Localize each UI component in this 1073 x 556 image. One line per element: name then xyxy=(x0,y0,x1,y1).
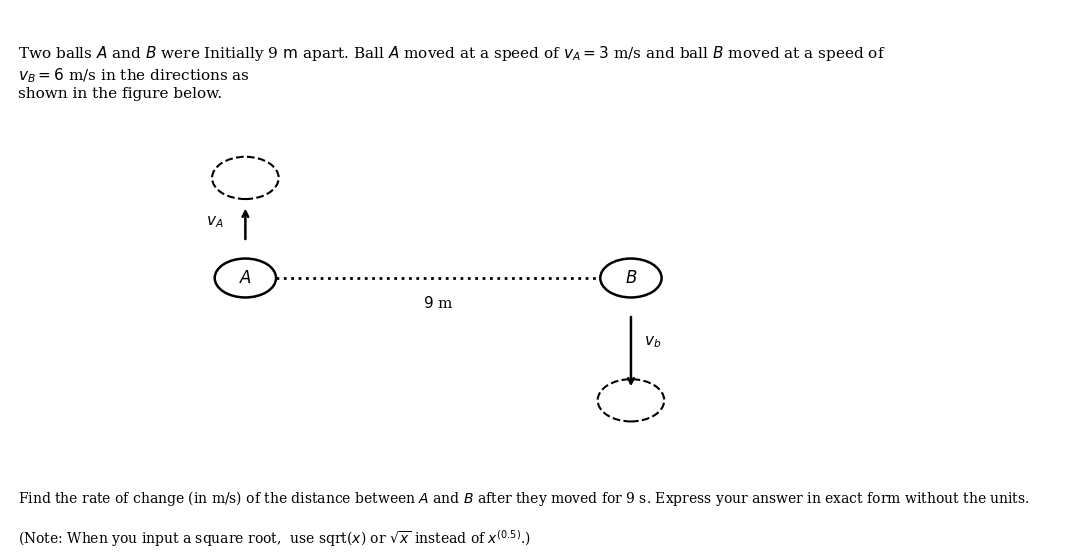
Text: Find the rate of change (in m/s) of the distance between $A$ and $B$ after they : Find the rate of change (in m/s) of the … xyxy=(17,489,1029,508)
Text: $A$: $A$ xyxy=(239,270,252,286)
Text: $v_A$: $v_A$ xyxy=(206,215,223,230)
Text: Two balls $A$ and $B$ were Initially 9 $\mathrm{m}$ apart. Ball $A$ moved at a s: Two balls $A$ and $B$ were Initially 9 $… xyxy=(17,44,885,101)
Text: $9$ m: $9$ m xyxy=(423,295,454,311)
Text: $v_b$: $v_b$ xyxy=(644,334,661,350)
Text: $B$: $B$ xyxy=(624,270,637,286)
Text: (Note: When you input a square root,  use sqrt($x$) or $\sqrt{x}$ instead of $x^: (Note: When you input a square root, use… xyxy=(17,528,530,549)
